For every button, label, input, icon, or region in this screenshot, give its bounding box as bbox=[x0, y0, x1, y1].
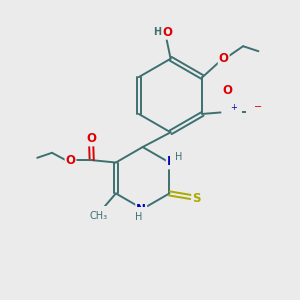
Text: CH₃: CH₃ bbox=[89, 212, 107, 221]
Text: N: N bbox=[223, 105, 232, 119]
Text: O: O bbox=[247, 105, 257, 119]
Text: H: H bbox=[175, 152, 182, 162]
Text: S: S bbox=[192, 192, 201, 205]
Text: H: H bbox=[135, 212, 143, 222]
Text: O: O bbox=[65, 154, 76, 167]
Text: −: − bbox=[254, 103, 262, 112]
Text: +: + bbox=[230, 103, 237, 112]
Text: N: N bbox=[167, 155, 177, 168]
Text: N: N bbox=[136, 203, 146, 216]
Text: O: O bbox=[219, 52, 229, 65]
Text: O: O bbox=[86, 133, 96, 146]
Text: O: O bbox=[223, 84, 232, 97]
Text: O: O bbox=[163, 26, 173, 39]
Text: H: H bbox=[154, 27, 162, 37]
